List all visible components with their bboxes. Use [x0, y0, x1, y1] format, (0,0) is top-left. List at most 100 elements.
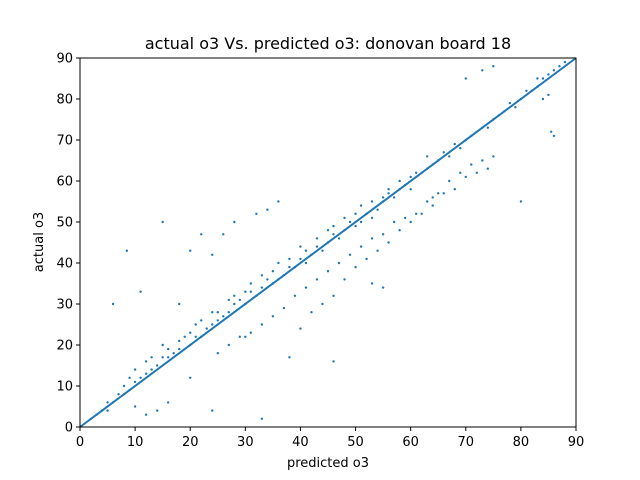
- scatter-point: [370, 282, 374, 285]
- scatter-point: [271, 315, 275, 318]
- scatter-point: [398, 229, 401, 232]
- scatter-point: [260, 323, 264, 326]
- scatter-point: [299, 327, 302, 330]
- scatter-point: [189, 376, 192, 379]
- scatter-point: [288, 265, 291, 269]
- scatter-point: [536, 77, 539, 80]
- scatter-point: [227, 311, 230, 314]
- scatter-point: [222, 233, 225, 236]
- scatter-point: [211, 323, 214, 326]
- scatter-point: [150, 356, 153, 359]
- scatter-point: [277, 261, 280, 265]
- scatter-point: [343, 278, 346, 281]
- scatter-point: [550, 130, 553, 133]
- scatter-point: [144, 413, 148, 416]
- scatter-point: [233, 220, 236, 224]
- scatter-point: [420, 212, 423, 215]
- scatter-point: [381, 196, 385, 199]
- scatter-point: [481, 159, 484, 162]
- scatter-point: [211, 311, 214, 314]
- scatter-point: [304, 249, 308, 252]
- scatter-point: [166, 356, 170, 359]
- scatter-point: [271, 270, 275, 273]
- scatter-point: [260, 417, 264, 420]
- scatter-point: [354, 265, 357, 269]
- scatter-point: [414, 171, 418, 174]
- scatter-point: [437, 192, 440, 195]
- x-tick-label: 70: [458, 435, 475, 450]
- y-tick-label: 0: [65, 421, 73, 436]
- scatter-point: [475, 171, 478, 174]
- scatter-point: [178, 347, 181, 351]
- scatter-point: [370, 200, 374, 203]
- scatter-point: [409, 220, 412, 224]
- scatter-point: [260, 274, 264, 277]
- x-tick-label: 0: [76, 435, 84, 450]
- scatter-point: [106, 401, 109, 404]
- x-tick-label: 90: [568, 435, 585, 450]
- scatter-point: [293, 294, 297, 297]
- scatter-point: [133, 405, 137, 408]
- scatter-point: [277, 200, 280, 203]
- scatter-point: [266, 278, 269, 281]
- scatter-point: [426, 155, 429, 158]
- scatter-point: [332, 360, 335, 363]
- scatter-point: [194, 335, 197, 338]
- y-axis-ticks: 0 10 20 30 40 50 60 70 80 90: [56, 52, 80, 436]
- scatter-point: [304, 286, 308, 289]
- scatter-point: [249, 282, 253, 285]
- scatter-point: [178, 302, 181, 306]
- scatter-point: [166, 347, 170, 351]
- scatter-point: [365, 257, 368, 261]
- scatter-point: [354, 224, 357, 228]
- scatter-point: [238, 335, 242, 338]
- scatter-point: [332, 224, 335, 228]
- x-tick-label: 80: [513, 435, 530, 450]
- scatter-point: [189, 331, 192, 334]
- scatter-point: [315, 245, 319, 248]
- scatter-point: [409, 175, 412, 179]
- x-tick-label: 60: [402, 435, 419, 450]
- scatter-point: [348, 253, 352, 256]
- scatter-point: [541, 97, 545, 101]
- x-tick-label: 30: [237, 435, 254, 450]
- scatter-point: [244, 335, 247, 338]
- scatter-point: [392, 220, 396, 224]
- scatter-point: [161, 220, 164, 224]
- scatter-point: [111, 302, 115, 306]
- scatter-point: [125, 249, 129, 252]
- y-tick-label: 40: [56, 257, 73, 272]
- x-tick-label: 40: [292, 435, 309, 450]
- scatter-point: [492, 155, 495, 158]
- scatter-point: [426, 200, 429, 203]
- scatter-point: [354, 212, 357, 215]
- y-tick-label: 60: [56, 175, 73, 190]
- scatter-point: [376, 208, 379, 211]
- scatter-point: [508, 101, 512, 105]
- fit-line-layer: [79, 57, 577, 428]
- scatter-point: [387, 192, 390, 195]
- scatter-point: [166, 401, 170, 404]
- scatter-point: [519, 200, 523, 203]
- scatter-point: [315, 237, 319, 240]
- scatter-point: [200, 233, 203, 236]
- scatter-point: [348, 220, 352, 224]
- scatter-point: [558, 65, 561, 68]
- scatter-point: [381, 286, 385, 289]
- scatter-point: [409, 188, 412, 191]
- scatter-point: [255, 212, 258, 215]
- scatter-point: [403, 216, 407, 220]
- scatter-point: [233, 302, 236, 306]
- scatter-point: [128, 376, 131, 379]
- scatter-point: [233, 294, 236, 297]
- scatter-point: [448, 155, 451, 158]
- scatter-point: [205, 327, 208, 330]
- scatter-point: [337, 261, 341, 265]
- scatter-point: [332, 294, 335, 297]
- y-tick-label: 90: [56, 52, 73, 67]
- scatter-point: [299, 245, 302, 248]
- y-tick-label: 50: [56, 216, 73, 231]
- x-tick-label: 50: [347, 435, 364, 450]
- scatter-point: [337, 237, 341, 240]
- scatter-point: [288, 356, 291, 359]
